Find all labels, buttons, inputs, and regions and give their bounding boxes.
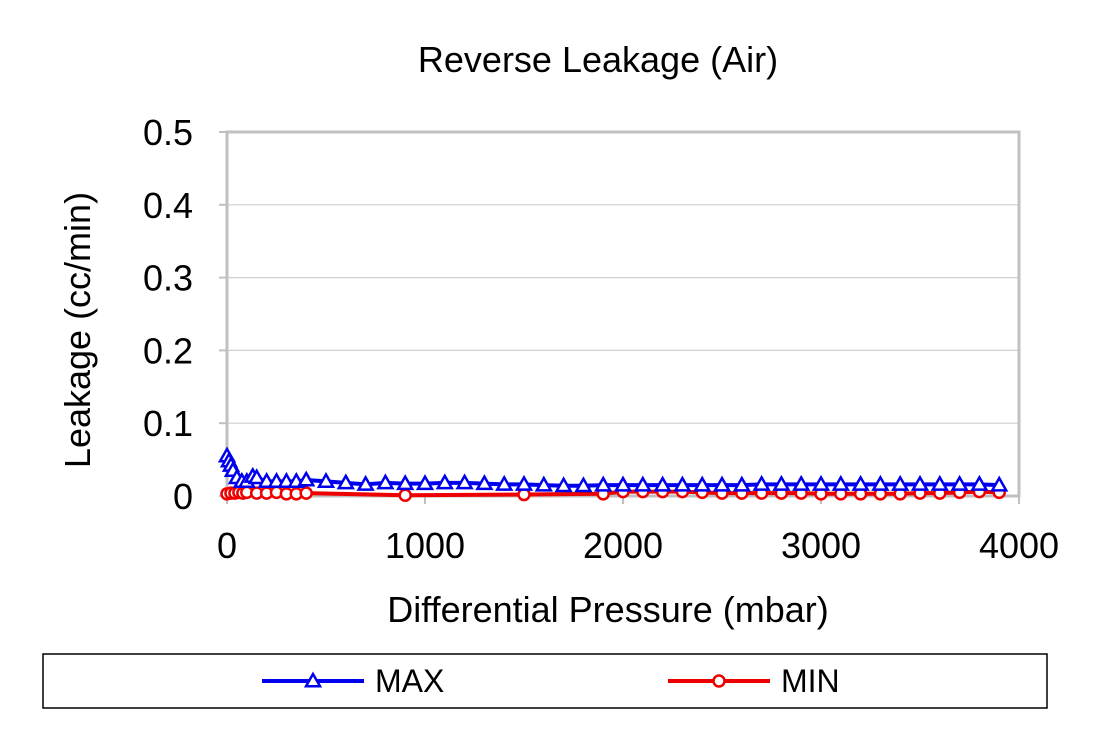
- legend-marker: [303, 671, 323, 688]
- data-point-max: [772, 474, 791, 491]
- legend-item-min: MIN: [668, 663, 840, 699]
- legend-items: MAX MIN: [262, 663, 840, 699]
- data-point-max: [594, 475, 613, 492]
- data-point-max: [831, 474, 850, 491]
- data-point-max: [435, 473, 454, 490]
- legend: MAX MIN: [42, 653, 1048, 709]
- data-point-max: [415, 474, 435, 491]
- y-tick-label: 0.5: [143, 112, 193, 153]
- data-point-max: [930, 474, 949, 491]
- plot-area-frame: [225, 130, 1021, 498]
- data-point-max: [851, 474, 870, 491]
- data-point-max: [752, 474, 771, 491]
- data-point-max: [970, 474, 989, 491]
- x-tick-label: 0: [217, 525, 237, 566]
- y-tick-label: 0.3: [143, 258, 193, 299]
- data-point-min: [398, 488, 412, 503]
- data-point-max: [950, 474, 969, 491]
- data-point-max: [891, 474, 910, 491]
- data-point-max: [633, 475, 652, 492]
- chart-title: Reverse Leakage (Air): [418, 39, 778, 80]
- y-tick-label: 0.2: [143, 330, 193, 371]
- data-point-max: [514, 474, 534, 491]
- x-axis-label: Differential Pressure (mbar): [387, 589, 828, 630]
- y-axis-ticks: 0 0.1 0.2 0.3 0.4 0.5: [143, 112, 227, 517]
- y-tick-label: 0.1: [143, 403, 193, 444]
- data-point-max: [376, 473, 395, 490]
- y-axis-label: Leakage (cc/min): [57, 192, 98, 468]
- data-point-max: [247, 468, 266, 485]
- legend-box: [42, 653, 1048, 709]
- data-point-max: [613, 475, 633, 492]
- legend-label: MIN: [781, 663, 840, 699]
- data-point-max: [356, 474, 375, 491]
- data-point-min: [299, 486, 313, 500]
- data-point-max: [910, 474, 930, 491]
- data-point-max: [811, 474, 831, 491]
- data-point-max: [871, 474, 890, 491]
- x-tick-label: 2000: [583, 525, 663, 566]
- legend-item-max: MAX: [262, 663, 444, 699]
- data-point-max: [495, 474, 514, 491]
- data-point-max: [336, 473, 355, 490]
- legend-marker: [712, 674, 726, 688]
- data-point-max: [297, 470, 316, 487]
- data-point-max: [673, 475, 692, 492]
- data-point-max: [653, 475, 672, 492]
- x-tick-label: 1000: [385, 525, 465, 566]
- data-point-max: [534, 475, 553, 492]
- data-point-max: [732, 475, 751, 492]
- data-point-max: [455, 473, 474, 490]
- data-point-max: [396, 474, 415, 491]
- series-min: [220, 484, 1006, 503]
- data-point-max: [792, 474, 811, 491]
- x-axis-ticks: 0 1000 2000 3000 4000: [217, 496, 1059, 566]
- data-point-max: [316, 471, 336, 488]
- legend-label: MAX: [375, 663, 444, 699]
- data-point-max: [574, 476, 593, 493]
- data-point-max: [693, 475, 712, 492]
- data-point-max: [475, 474, 494, 491]
- y-tick-label: 0.4: [143, 185, 193, 226]
- x-tick-label: 4000: [979, 525, 1059, 566]
- data-point-max: [990, 475, 1009, 492]
- x-tick-label: 3000: [781, 525, 861, 566]
- data-point-max: [554, 476, 573, 493]
- series-layer: [217, 446, 1009, 503]
- series-max: [217, 446, 1009, 493]
- data-point-max: [712, 475, 732, 492]
- y-tick-label: 0: [173, 476, 193, 517]
- grid: [227, 204, 1019, 424]
